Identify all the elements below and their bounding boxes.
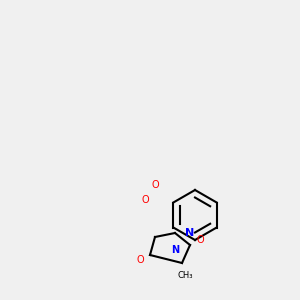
- Text: O: O: [196, 235, 204, 245]
- Text: O: O: [136, 255, 144, 265]
- Text: O: O: [141, 195, 149, 205]
- Text: N: N: [171, 245, 179, 255]
- Text: N: N: [185, 228, 195, 238]
- Text: O: O: [151, 180, 159, 190]
- Text: CH₃: CH₃: [177, 271, 193, 280]
